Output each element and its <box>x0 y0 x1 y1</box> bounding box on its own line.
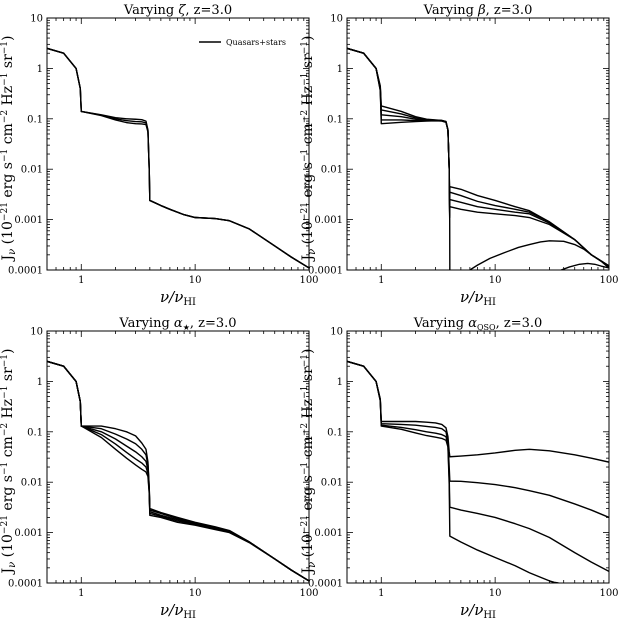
y-tick-label: 0.01 <box>321 478 343 489</box>
series-line-α★-1 <box>47 360 309 582</box>
plot-frame <box>346 330 610 584</box>
x-axis-label: ν/νHI <box>460 601 496 621</box>
x-tick-label: 100 <box>599 275 618 286</box>
series-line-β-7 <box>560 262 609 270</box>
series-line-β-2 <box>347 47 609 267</box>
series-line-β-5 <box>347 47 451 270</box>
y-axis-label: Jν (10−21 erg s−1 cm−2 Hz−1 sr−1) <box>0 348 18 575</box>
y-axis-label: Jν (10−21 erg s−1 cm−2 Hz−1 sr−1) <box>0 35 18 262</box>
x-tick-label: 1 <box>378 275 384 286</box>
y-tick-label: 0.1 <box>27 114 43 125</box>
x-tick-label: 10 <box>189 275 202 286</box>
x-tick-label: 1 <box>78 588 84 599</box>
y-tick-label: 0.1 <box>327 114 343 125</box>
x-tick-label: 100 <box>299 588 318 599</box>
y-tick-label: 10 <box>330 14 343 25</box>
y-tick-label: 10 <box>30 14 43 25</box>
y-tick-label: 0.0001 <box>308 266 343 277</box>
y-tick-label: 1 <box>337 377 343 388</box>
y-tick-label: 0.001 <box>14 215 43 226</box>
y-tick-label: 0.0001 <box>308 579 343 590</box>
series-line-β-4 <box>347 47 609 267</box>
y-tick-label: 0.0001 <box>8 579 43 590</box>
y-axis-label: Jν (10−21 erg s−1 cm−2 Hz−1 sr−1) <box>300 35 318 262</box>
y-tick-label: 0.01 <box>21 165 43 176</box>
y-tick-label: 1 <box>337 64 343 75</box>
series-line-ζ-2 <box>47 47 309 269</box>
x-axis-label: ν/νHI <box>160 288 196 308</box>
x-tick-label: 10 <box>189 588 202 599</box>
y-tick-label: 0.001 <box>14 528 43 539</box>
panel-title: Varying ζ, z=3.0 <box>123 3 232 18</box>
series-line-α★-5 <box>47 360 309 582</box>
x-tick-label: 1 <box>378 588 384 599</box>
chart-panel-3: Varying α★, z=3.0 1 10 100 0.0001 0.001 0.01 0.… <box>0 316 319 621</box>
series-line-β-1 <box>347 47 609 267</box>
series-line-αQSO-4 <box>347 360 559 583</box>
y-tick-label: 1 <box>37 64 43 75</box>
y-tick-label: 10 <box>330 327 343 338</box>
legend: Quasars+stars <box>199 38 286 47</box>
y-tick-label: 0.001 <box>314 528 343 539</box>
plot-frame <box>46 17 310 271</box>
legend-label: Quasars+stars <box>226 38 286 47</box>
series-line-β-6 <box>469 240 609 270</box>
x-tick-label: 100 <box>599 588 618 599</box>
series-line-ζ-3 <box>47 47 309 269</box>
series-line-α★-2 <box>47 360 309 582</box>
series-line-αQSO-3 <box>347 360 609 573</box>
series-line-α★-3 <box>47 360 309 582</box>
y-tick-label: 10 <box>30 327 43 338</box>
series-line-ζ-1 <box>47 47 309 269</box>
x-tick-label: 10 <box>489 588 502 599</box>
chart-panel-4: Varying αQSO, z=3.01 10 1000.00010.0010.01… <box>300 316 619 621</box>
x-tick-label: 1 <box>78 275 84 286</box>
chart-panel-2: Varying β, z=3.01 10 1000.00010.0010.010.1… <box>300 3 619 308</box>
series-line-α★-4 <box>47 360 309 582</box>
chart-panel-1: Varying ζ, z=3.0 1 10 100 0.0001 0.001 0.01 0.1… <box>0 3 319 308</box>
panel-title: Varying αQSO, z=3.0 <box>413 316 543 332</box>
series-group <box>47 47 309 269</box>
series-group <box>347 360 609 583</box>
x-tick-label: 10 <box>489 275 502 286</box>
y-tick-label: 0.001 <box>314 215 343 226</box>
panel-title: Varying β, z=3.0 <box>423 3 533 18</box>
y-tick-label: 0.0001 <box>8 266 43 277</box>
series-group <box>347 47 609 270</box>
series-line-αQSO-1 <box>347 360 609 463</box>
y-tick-label: 0.01 <box>321 165 343 176</box>
plot-frame <box>46 330 310 584</box>
series-line-β-3 <box>347 47 609 267</box>
series-line-αQSO-2 <box>347 360 609 519</box>
y-axis-label: Jν (10−21 erg s−1 cm−2 Hz−1 sr−1) <box>300 348 318 575</box>
x-axis-label: ν/νHI <box>160 601 196 621</box>
x-axis-label: ν/νHI <box>460 288 496 308</box>
y-tick-label: 0.1 <box>27 427 43 438</box>
y-tick-label: 1 <box>37 377 43 388</box>
panel-title: Varying α★, z=3.0 <box>118 316 236 332</box>
y-tick-label: 0.01 <box>21 478 43 489</box>
plot-frame <box>346 17 610 271</box>
y-tick-label: 0.1 <box>327 427 343 438</box>
x-tick-label: 100 <box>299 275 318 286</box>
series-group <box>47 360 309 582</box>
